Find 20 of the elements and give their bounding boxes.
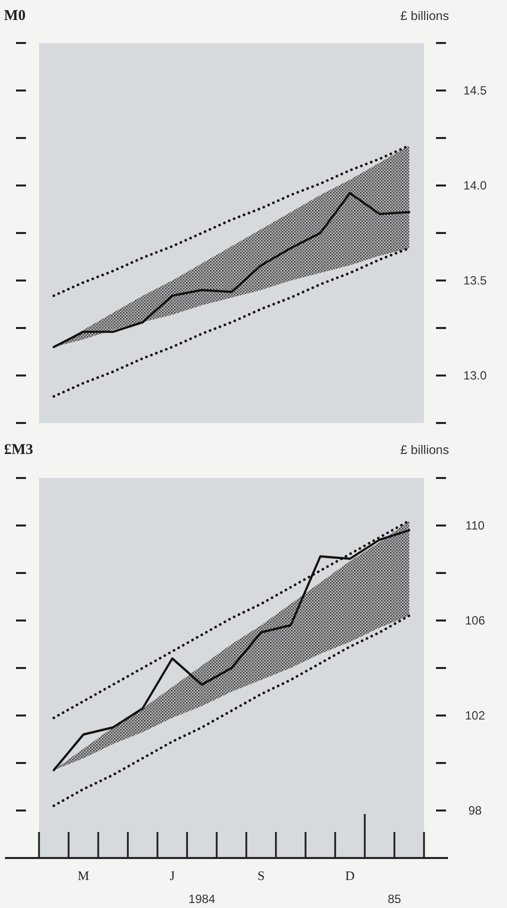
line-series — [52, 192, 410, 348]
chart-title: £M3 — [4, 442, 34, 458]
y-tick-label: 13.0 — [463, 368, 487, 383]
line-series — [52, 614, 410, 808]
y-tick-label: 106 — [464, 614, 486, 628]
y-axis-title: £ billions — [400, 443, 449, 457]
x-tick-label: M — [78, 868, 90, 883]
text: 1984 — [188, 892, 216, 906]
y-tick-label: 13.5 — [463, 274, 487, 288]
y-tick-label: 14.0 — [463, 178, 487, 193]
y-axis-title: £ billions — [400, 9, 449, 23]
y-tick-label: 14.5 — [463, 84, 487, 98]
x-tick-label: J — [170, 868, 175, 883]
x-tick-label: D — [345, 868, 355, 883]
x-tick-label: S — [258, 868, 265, 883]
y-tick-label: 102 — [464, 708, 486, 723]
y-tick-label: 110 — [465, 518, 485, 533]
y-tick-label: 98 — [468, 804, 482, 818]
text: 85 — [388, 892, 402, 906]
chart-title: M0 — [4, 8, 26, 24]
